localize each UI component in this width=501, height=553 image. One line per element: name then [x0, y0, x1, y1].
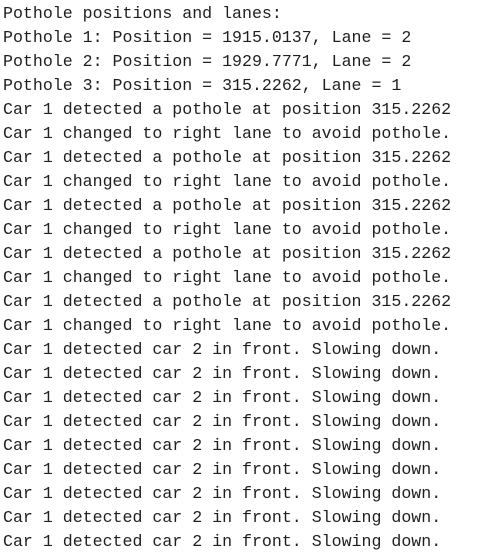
console-line: Car 1 detected a pothole at position 315… — [3, 148, 452, 167]
console-line: Car 1 changed to right lane to avoid pot… — [3, 316, 452, 335]
console-line: Car 1 detected a pothole at position 315… — [3, 100, 452, 119]
console-line: Car 1 detected car 2 in front. Slowing d… — [3, 532, 442, 551]
console-line: Car 1 detected car 2 in front. Slowing d… — [3, 484, 442, 503]
console-line: Car 1 changed to right lane to avoid pot… — [3, 220, 452, 239]
console-line: Car 1 detected a pothole at position 315… — [3, 292, 452, 311]
console-line: Car 1 detected a pothole at position 315… — [3, 196, 452, 215]
console-line: Car 1 changed to right lane to avoid pot… — [3, 172, 452, 191]
console-line: Car 1 detected car 2 in front. Slowing d… — [3, 436, 442, 455]
console-line: Car 1 detected car 2 in front. Slowing d… — [3, 460, 442, 479]
console-line: Car 1 detected a pothole at position 315… — [3, 244, 452, 263]
console-line: Car 1 changed to right lane to avoid pot… — [3, 268, 452, 287]
console-line-pothole-2: Pothole 2: Position = 1929.7771, Lane = … — [3, 52, 412, 71]
console-line-pothole-1: Pothole 1: Position = 1915.0137, Lane = … — [3, 28, 412, 47]
console-line: Car 1 detected car 2 in front. Slowing d… — [3, 340, 442, 359]
console-line: Car 1 changed to right lane to avoid pot… — [3, 124, 452, 143]
console-line: Car 1 detected car 2 in front. Slowing d… — [3, 388, 442, 407]
console-line: Car 1 detected car 2 in front. Slowing d… — [3, 364, 442, 383]
console-line-pothole-3: Pothole 3: Position = 315.2262, Lane = 1 — [3, 76, 402, 95]
console-line-header: Pothole positions and lanes: — [3, 4, 282, 23]
console-line: Car 1 detected car 2 in front. Slowing d… — [3, 412, 442, 431]
console-line: Car 1 detected car 2 in front. Slowing d… — [3, 508, 442, 527]
